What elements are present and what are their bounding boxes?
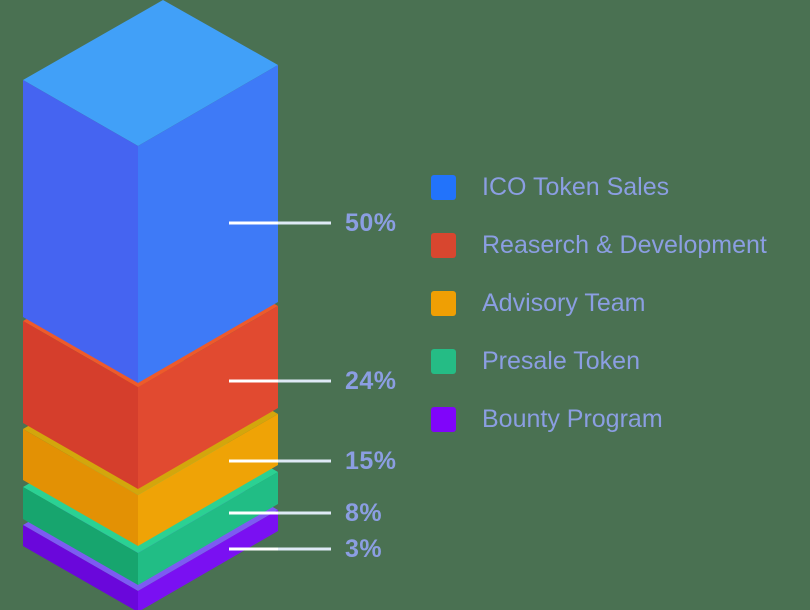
percent-label-presale-token: 8%	[345, 499, 383, 527]
legend-item-label: Reaserch & Development	[482, 231, 767, 259]
legend-swatch-bounty-program	[431, 407, 456, 432]
percent-label-bounty-program: 3%	[345, 535, 383, 563]
legend-item-label: Presale Token	[482, 347, 640, 375]
legend-item-reaserch-development: Reaserch & Development	[431, 233, 767, 258]
block-bounty-program-left-face	[23, 525, 138, 610]
legend-item-label: Advisory Team	[482, 289, 646, 317]
legend: ICO Token Sales Reaserch & Development Adv…	[431, 175, 767, 465]
block-presale-token-left-face	[23, 487, 138, 585]
block-ico-token-sales-top-face	[23, 0, 278, 146]
legend-item-ico-token-sales: ICO Token Sales	[431, 175, 767, 200]
block-reaserch-development-left-face	[23, 321, 138, 489]
block-ico-token-sales-left-face	[23, 80, 138, 383]
legend-item-bounty-program: Bounty Program	[431, 407, 767, 432]
percent-label-advisory-team: 15%	[345, 447, 397, 475]
block-advisory-team-left-face	[23, 429, 138, 546]
block-reaserch-development-right-face	[138, 306, 278, 489]
legend-item-advisory-team: Advisory Team	[431, 291, 767, 316]
percent-label-reaserch-development: 24%	[345, 367, 397, 395]
legend-swatch-reaserch-development	[431, 233, 456, 258]
block-bounty-program-right-face	[138, 510, 278, 610]
legend-item-label: Bounty Program	[482, 405, 663, 433]
legend-swatch-advisory-team	[431, 291, 456, 316]
block-ico-token-sales-right-face	[138, 65, 278, 383]
legend-item-label: ICO Token Sales	[482, 173, 670, 201]
block-advisory-team-right-face	[138, 414, 278, 546]
block-presale-token-right-face	[138, 472, 278, 585]
legend-swatch-ico-token-sales	[431, 175, 456, 200]
percent-label-ico-token-sales: 50%	[345, 209, 397, 237]
legend-item-presale-token: Presale Token	[431, 349, 767, 374]
legend-swatch-presale-token	[431, 349, 456, 374]
